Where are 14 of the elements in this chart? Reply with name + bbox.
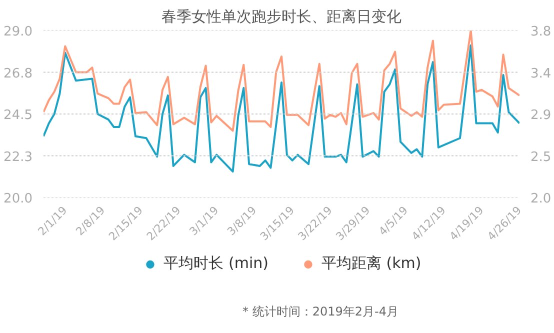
y-tick-label: 26.8 [4, 66, 33, 82]
text: 20.0 [4, 192, 33, 206]
chart-title: 春季女性单次跑步时长、距离日变化 [162, 8, 402, 26]
text: 29.0 [4, 24, 33, 40]
y-tick-label: 22.3 [4, 150, 33, 165]
legend-label: 平均时长 (min) [164, 254, 268, 273]
text: 2.9 [530, 108, 552, 123]
text: 3.8 [530, 24, 552, 40]
y2-tick-label: 3.4 [530, 66, 552, 82]
text: * 统计时间：2019年2月-4月 [242, 304, 398, 318]
y2-tick-label: 2.5 [530, 150, 552, 165]
legend-label: 平均距离 (km) [321, 254, 422, 273]
text: 24.5 [4, 108, 33, 123]
text: 2.0 [530, 192, 552, 206]
